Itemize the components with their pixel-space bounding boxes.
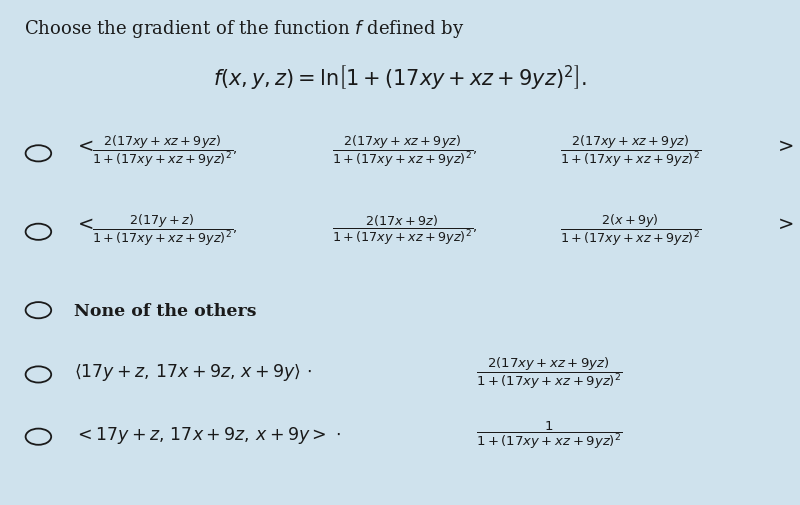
Text: $<$: $<$	[74, 216, 94, 234]
Text: Choose the gradient of the function $f$ defined by: Choose the gradient of the function $f$ …	[24, 18, 465, 39]
Text: $< 17y + z,\, 17x + 9z,\, x + 9y >$ $\cdot$: $< 17y + z,\, 17x + 9z,\, x + 9y >$ $\cd…	[74, 424, 341, 445]
Text: $\dfrac{2(17x+9z)}{1+(17xy+xz+9yz)^2},$: $\dfrac{2(17x+9z)}{1+(17xy+xz+9yz)^2},$	[332, 213, 478, 246]
Text: None of the others: None of the others	[74, 302, 256, 319]
Text: $f(x, y, z)= \ln\!\left[1 + (17xy + xz + 9yz)^2\right].$: $f(x, y, z)= \ln\!\left[1 + (17xy + xz +…	[213, 63, 587, 92]
Text: $\dfrac{2(17y+z)}{1+(17xy+xz+9yz)^2},$: $\dfrac{2(17y+z)}{1+(17xy+xz+9yz)^2},$	[92, 212, 238, 247]
Text: $\dfrac{2(x+9y)}{1+(17xy+xz+9yz)^2}$: $\dfrac{2(x+9y)}{1+(17xy+xz+9yz)^2}$	[560, 212, 701, 247]
Text: $\dfrac{2(17xy+xz+9yz)}{1+(17xy+xz+9yz)^2}$: $\dfrac{2(17xy+xz+9yz)}{1+(17xy+xz+9yz)^…	[560, 134, 701, 169]
Text: $\dfrac{1}{1+(17xy+xz+9yz)^2}$: $\dfrac{1}{1+(17xy+xz+9yz)^2}$	[476, 419, 622, 450]
Text: $\dfrac{2(17xy+xz+9yz)}{1+(17xy+xz+9yz)^2}$: $\dfrac{2(17xy+xz+9yz)}{1+(17xy+xz+9yz)^…	[476, 355, 622, 390]
Text: $>$: $>$	[774, 216, 794, 234]
Text: $\dfrac{2(17xy+xz+9yz)}{1+(17xy+xz+9yz)^2},$: $\dfrac{2(17xy+xz+9yz)}{1+(17xy+xz+9yz)^…	[92, 134, 238, 169]
Text: $\langle 17y + z,\, 17x + 9z,\, x + 9y\rangle$ $\cdot$: $\langle 17y + z,\, 17x + 9z,\, x + 9y\r…	[74, 362, 311, 383]
Text: $<$: $<$	[74, 137, 94, 156]
Text: $\dfrac{2(17xy+xz+9yz)}{1+(17xy+xz+9yz)^2},$: $\dfrac{2(17xy+xz+9yz)}{1+(17xy+xz+9yz)^…	[332, 134, 478, 169]
Text: $>$: $>$	[774, 137, 794, 156]
